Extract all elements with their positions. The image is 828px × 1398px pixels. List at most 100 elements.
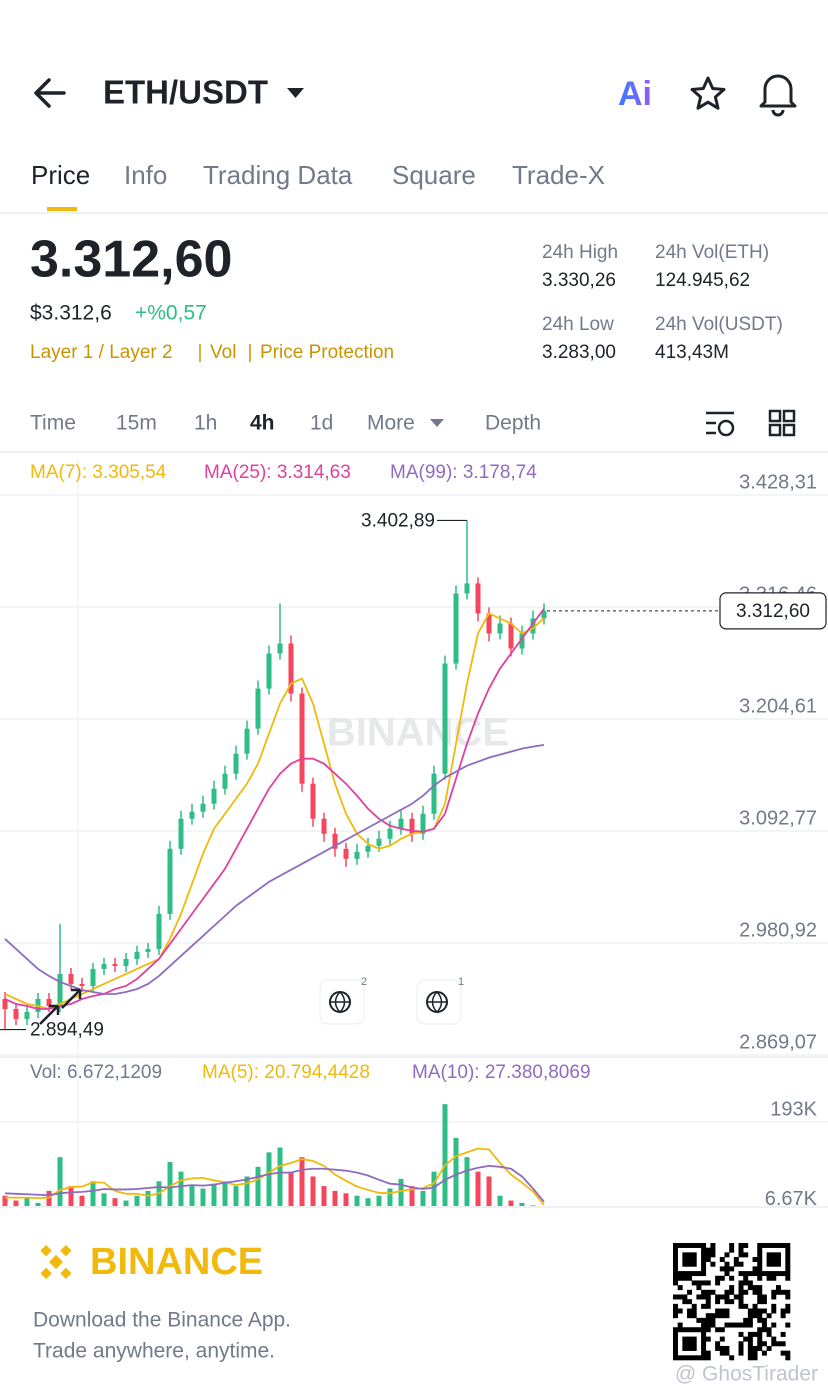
qr-cell xyxy=(715,1308,721,1314)
qr-cell xyxy=(691,1341,697,1347)
qr-cell xyxy=(775,1257,781,1263)
interval-bar: Time 15m 1h 4h 1d More Depth xyxy=(30,412,541,435)
qr-cell xyxy=(775,1285,781,1291)
tab[interactable]: Square xyxy=(392,160,476,190)
volume-bar xyxy=(145,1190,151,1206)
qr-cell xyxy=(771,1271,777,1277)
candle-body xyxy=(420,813,426,834)
candle-body xyxy=(200,803,206,812)
qr-cell xyxy=(752,1355,758,1361)
interval[interactable]: Time xyxy=(30,412,76,435)
qr-cell xyxy=(719,1336,725,1342)
volume-bar xyxy=(233,1186,239,1206)
indicator-settings[interactable] xyxy=(706,411,735,437)
tag[interactable]: Layer 1 / Layer 2 xyxy=(30,342,173,363)
qr-cell xyxy=(780,1271,786,1277)
tag[interactable]: Vol xyxy=(210,342,236,363)
tag[interactable]: Price Protection xyxy=(260,342,394,363)
qr-cell xyxy=(724,1322,730,1328)
qr-cell xyxy=(701,1266,707,1272)
qr-cell xyxy=(719,1350,725,1356)
volume-bar xyxy=(134,1195,140,1206)
brand-name: BINANCE xyxy=(90,1241,263,1283)
qr-cell xyxy=(752,1345,758,1351)
qr-cell xyxy=(733,1294,739,1300)
qr-cell xyxy=(766,1252,772,1258)
pair-title[interactable]: ETH/USDT xyxy=(103,74,268,111)
qr-cell xyxy=(705,1247,711,1253)
back-button[interactable] xyxy=(34,78,66,108)
chart-watermark: BINANCE xyxy=(327,711,509,755)
qr-cell xyxy=(673,1275,678,1281)
volume-bar xyxy=(24,1198,30,1206)
interval[interactable]: 4h xyxy=(250,412,275,435)
ma-line xyxy=(4,608,545,1010)
qr-cell xyxy=(724,1350,730,1356)
tab[interactable]: Info xyxy=(124,160,167,190)
ai-button[interactable]: Ai xyxy=(618,75,652,113)
qr-cell xyxy=(724,1266,730,1272)
tab[interactable]: Price xyxy=(31,160,90,190)
min-label: 2.894,49 xyxy=(30,1020,104,1041)
qr-cell xyxy=(677,1308,683,1314)
qr-cell xyxy=(757,1294,763,1300)
more-dropdown[interactable] xyxy=(430,419,444,427)
qr-cell xyxy=(780,1308,786,1314)
qr-cell xyxy=(757,1313,763,1319)
interval[interactable]: 1d xyxy=(310,412,333,435)
qr-cell xyxy=(747,1280,753,1286)
price-chart: 3.428,313.316,463.204,613.092,772.980,92… xyxy=(0,462,828,1213)
candle-body xyxy=(376,838,382,846)
qr-cell xyxy=(733,1261,739,1267)
qr-cell xyxy=(757,1299,763,1305)
candle-body xyxy=(310,783,316,819)
fullscreen-button[interactable] xyxy=(39,988,82,1025)
qr-cell xyxy=(785,1350,791,1356)
qr-cell xyxy=(771,1294,777,1300)
interval[interactable]: 15m xyxy=(116,412,157,435)
volume-bar xyxy=(387,1188,393,1206)
qr-cell xyxy=(687,1308,693,1314)
qr-cell xyxy=(729,1243,735,1248)
qr-cell xyxy=(673,1266,678,1272)
qr-cell xyxy=(696,1280,702,1286)
interval[interactable]: 1h xyxy=(194,412,217,435)
qr-cell xyxy=(682,1271,688,1277)
qr-cell xyxy=(673,1243,678,1248)
y-tick-label: 193K xyxy=(770,1098,817,1120)
qr-cell xyxy=(710,1252,716,1258)
footer-text: Trade anywhere, anytime. xyxy=(33,1340,275,1363)
qr-cell xyxy=(757,1257,763,1263)
qr-cell xyxy=(761,1350,767,1356)
qr-cell xyxy=(724,1294,730,1300)
tab[interactable]: Trading Data xyxy=(203,160,353,190)
alert-button[interactable] xyxy=(759,74,797,117)
volume-ma-line xyxy=(5,1147,545,1206)
tab[interactable]: Trade-X xyxy=(512,160,605,190)
qr-cell xyxy=(775,1289,781,1295)
pair-dropdown[interactable] xyxy=(287,88,304,98)
qr-cell xyxy=(738,1247,744,1253)
volume-bar xyxy=(200,1188,206,1206)
qr-cell xyxy=(757,1336,763,1342)
qr-cell xyxy=(691,1327,697,1333)
qr-cell xyxy=(752,1313,758,1319)
favorite-button[interactable] xyxy=(690,76,726,110)
qr-cell xyxy=(719,1294,725,1300)
qr-cell xyxy=(673,1345,678,1351)
interval[interactable]: Depth xyxy=(485,412,541,435)
qr-cell xyxy=(682,1243,688,1248)
globe-icon xyxy=(427,991,447,1013)
interval[interactable]: More xyxy=(367,412,415,435)
qr-cell xyxy=(747,1350,753,1356)
qr-cell xyxy=(738,1294,744,1300)
candle-body xyxy=(57,973,63,1007)
qr-cell xyxy=(757,1341,763,1347)
qr-cell xyxy=(701,1355,707,1361)
qr-cell xyxy=(766,1257,772,1263)
layout-button[interactable] xyxy=(768,409,796,437)
qr-cell xyxy=(682,1275,688,1281)
qr-cell xyxy=(738,1331,744,1337)
qr-cell xyxy=(682,1257,688,1263)
legend-entry: MA(5): 20.794,4428 xyxy=(202,1062,370,1083)
